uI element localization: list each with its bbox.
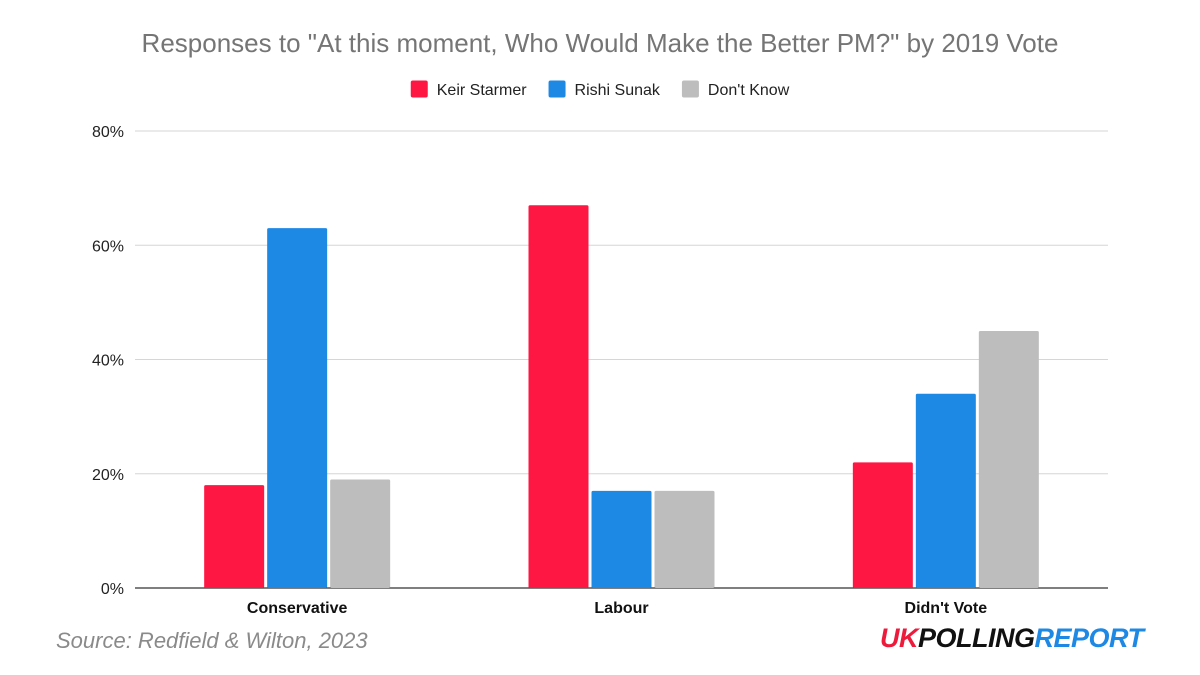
legend-label: Don't Know [708,82,790,99]
bar-keir-starmer-conservative [204,485,265,588]
bar-rishi-sunak-labour [591,490,652,588]
uk-polling-report-logo: UKPOLLINGREPORT [880,623,1144,654]
y-axis-ticks: 0% 20% 40% 60% 80% [92,124,124,598]
x-category-label: Conservative [247,600,348,617]
chart-title: Responses to "At this moment, Who Would … [142,28,1059,58]
y-tick-label: 0% [101,581,124,598]
y-tick-label: 60% [92,238,124,255]
y-tick-label: 40% [92,353,124,370]
bar-keir-starmer-labour [528,205,589,588]
x-axis-categories: Conservative Labour Didn't Vote [247,600,987,617]
logo-polling: POLLING [918,623,1035,653]
bar-keir-starmer-didn-t-vote [852,462,913,588]
logo-uk: UK [880,623,919,653]
bar-don-t-know-didn-t-vote [978,330,1039,588]
y-tick-label: 80% [92,124,124,141]
bars [204,205,1039,589]
legend-swatch [681,80,699,98]
legend-swatch [548,80,566,98]
legend-swatch [410,80,428,98]
y-tick-label: 20% [92,467,124,484]
legend-label: Keir Starmer [437,82,527,99]
bar-rishi-sunak-didn-t-vote [915,393,976,588]
bar-rishi-sunak-conservative [267,228,328,589]
x-category-label: Labour [594,600,648,617]
legend-label: Rishi Sunak [575,82,661,99]
x-category-label: Didn't Vote [905,600,988,617]
bar-don-t-know-labour [654,490,715,588]
source-note: Source: Redfield & Wilton, 2023 [56,628,368,653]
bar-don-t-know-conservative [330,479,391,588]
logo-report: REPORT [1034,623,1145,653]
legend: Keir Starmer Rishi Sunak Don't Know [410,80,790,99]
